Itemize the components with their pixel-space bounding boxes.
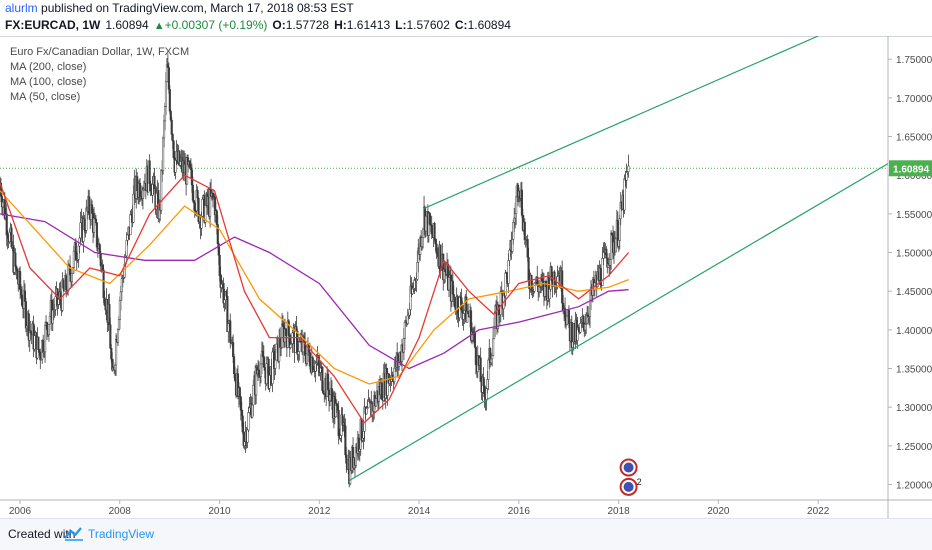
candle-body: [92, 217, 96, 233]
last-price: 1.60894: [105, 18, 149, 32]
candle-body: [45, 322, 49, 331]
legend-title: Euro Fx/Canadian Dollar, 1W, FXCM: [10, 46, 190, 58]
candle-body: [70, 272, 74, 283]
last-price-label: 1.60894: [893, 164, 930, 175]
low-value: 1.57602: [406, 18, 450, 32]
publish-header: alurlm published on TradingView.com, Mar…: [5, 0, 354, 17]
close-value: 1.60894: [467, 18, 511, 32]
footer-bar: Created with TradingView: [0, 518, 932, 550]
candle-body: [170, 119, 173, 135]
legend-ma200: MA (200, close): [10, 61, 87, 73]
candle-body: [171, 134, 174, 142]
created-with-text: Created with: [8, 527, 76, 541]
tradingview-link[interactable]: TradingView: [88, 527, 155, 541]
x-tick-label: 2022: [807, 506, 830, 517]
candle-body: [523, 221, 526, 241]
y-tick-label: 1.25000: [896, 442, 932, 453]
low-label: L:: [395, 18, 407, 32]
x-tick-label: 2010: [208, 506, 231, 517]
candle-body: [247, 412, 250, 431]
candle-body: [263, 367, 266, 371]
price-chart[interactable]: 1.20000 1.25000 1.30000 1.35000 1.40000 1.450…: [0, 36, 932, 518]
x-tick-label: 2016: [508, 506, 531, 517]
candle-body: [627, 165, 630, 172]
close-label: C:: [454, 18, 468, 32]
candle-body: [148, 160, 151, 184]
candle-body: [492, 338, 495, 356]
candle-body: [116, 329, 120, 343]
candle-body: [238, 387, 241, 397]
publish-info: published on TradingView.com, March 17, …: [41, 1, 354, 15]
up-arrow-icon: ▲: [153, 20, 165, 32]
symbol-name: FX:EURCAD, 1W: [5, 18, 101, 32]
ma100-line: [0, 190, 629, 385]
open-value: 1.57728: [285, 18, 330, 32]
tradingview-logo-icon: [64, 527, 83, 541]
chart-legend: Euro Fx/Canadian Dollar, 1W, FXCM MA (20…: [10, 45, 189, 105]
y-tick-label: 1.55000: [896, 210, 932, 221]
channel-line-lower[interactable]: [348, 163, 889, 482]
candle-body: [37, 336, 40, 350]
x-tick-label: 2020: [707, 506, 730, 517]
x-tick-label: 2008: [109, 506, 132, 517]
x-tick-label: 2018: [607, 506, 630, 517]
candle-body: [115, 339, 118, 366]
ma50-line: [0, 174, 630, 424]
candle-body: [298, 341, 301, 352]
candle-body: [33, 335, 36, 350]
last-price-badge: [889, 160, 932, 177]
x-tick-label: 2006: [9, 506, 32, 517]
open-label: O:: [272, 18, 286, 32]
candle-body: [44, 325, 47, 353]
chart-frame: [0, 36, 932, 518]
candle-body: [582, 315, 585, 324]
candle-body: [252, 384, 255, 406]
y-tick-label: 1.65000: [896, 133, 932, 144]
candle-body: [433, 223, 436, 241]
price-change: +0.00307 (+0.19%): [164, 18, 268, 32]
candle-body: [577, 327, 580, 331]
y-tick-label: 1.50000: [896, 249, 932, 260]
event-marker-core: [623, 462, 634, 473]
high-value: 1.61413: [346, 18, 391, 32]
legend-ma100: MA (100, close): [10, 76, 87, 88]
y-tick-label: 1.30000: [896, 403, 932, 414]
high-label: H:: [334, 18, 347, 32]
candle-body: [14, 252, 17, 267]
candle-body: [567, 309, 570, 324]
candle-body: [287, 320, 290, 336]
y-tick-label: 1.20000: [896, 481, 932, 492]
y-tick-label: 1.40000: [896, 326, 932, 337]
event-marker-core: [623, 481, 634, 492]
author-link[interactable]: alurlm: [5, 1, 38, 15]
y-tick-label: 1.35000: [896, 365, 932, 376]
channel-line-upper[interactable]: [423, 36, 819, 210]
event-marker-count: 2: [637, 477, 642, 487]
candle-body: [452, 294, 455, 298]
candle-body: [499, 290, 502, 315]
candle-body: [274, 359, 277, 369]
candle-body: [473, 332, 476, 348]
symbol-header: FX:EURCAD, 1W 1.60894 ▲+0.00307 (+0.19%) O:…: [5, 17, 511, 34]
legend-ma50: MA (50, close): [10, 91, 81, 103]
y-tick-label: 1.60000: [896, 171, 932, 182]
y-tick-label: 1.45000: [896, 287, 932, 298]
x-tick-label: 2012: [308, 506, 331, 517]
x-tick-label: 2014: [408, 506, 431, 517]
y-tick-label: 1.75000: [896, 55, 932, 66]
y-tick-label: 1.70000: [896, 94, 932, 105]
